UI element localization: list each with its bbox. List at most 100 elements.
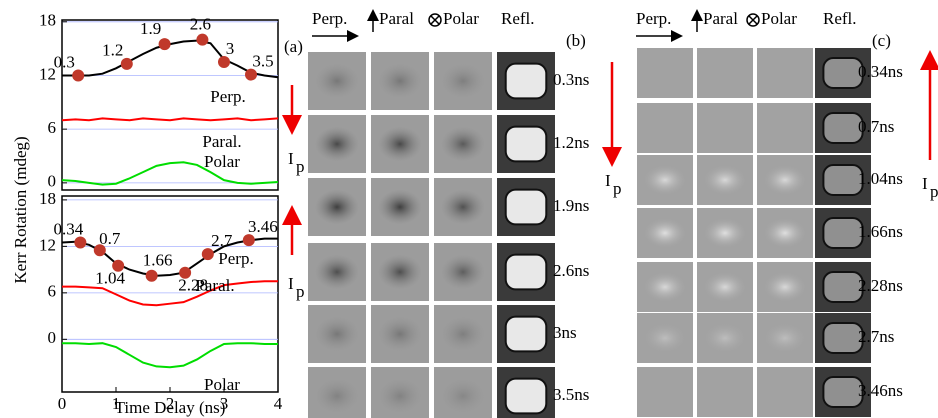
kerr-contrast: [704, 218, 747, 248]
figure: 061218Kerr Rotation (mdeg)(a)Perp.Paral.…: [0, 0, 938, 418]
time-label: 3.46ns: [858, 381, 903, 400]
device-pad: [823, 377, 862, 407]
series-line: [62, 343, 278, 367]
time-point: [159, 38, 171, 50]
time-label: 0.34ns: [858, 62, 903, 81]
device-pad: [506, 317, 547, 352]
kerr-contrast: [441, 127, 485, 162]
series-label: Polar: [204, 375, 240, 394]
current-label: I: [288, 149, 294, 168]
point-label: 1.66: [143, 251, 173, 270]
column-header: Polar: [443, 9, 479, 28]
point-label: 0.3: [54, 52, 75, 71]
current-label: I: [922, 174, 928, 193]
point-label: 1.9: [140, 19, 161, 38]
time-label: 1.66ns: [858, 222, 903, 241]
kerr-contrast: [441, 317, 485, 352]
time-label: 2.28ns: [858, 276, 903, 295]
time-label: 0.3ns: [553, 70, 589, 89]
device-pad: [823, 165, 862, 195]
polar-symbol-cross: [431, 16, 439, 24]
device-pad: [823, 58, 862, 88]
time-label: 2.6ns: [553, 261, 589, 280]
device-pad: [506, 127, 547, 162]
kerr-contrast: [378, 64, 422, 99]
kerr-image: [757, 103, 813, 153]
kerr-image: [757, 367, 813, 417]
kerr-contrast: [315, 190, 359, 225]
kerr-contrast: [315, 64, 359, 99]
point-label: 3: [226, 39, 235, 58]
kerr-contrast: [704, 323, 747, 353]
point-label: 1.04: [95, 269, 125, 288]
kerr-contrast: [704, 165, 747, 195]
time-label: 1.2ns: [553, 133, 589, 152]
point-label: 2.6: [190, 15, 211, 34]
kerr-image: [697, 103, 753, 153]
y-tick-label: 6: [48, 118, 57, 137]
device-pad: [506, 379, 547, 414]
current-label: I: [288, 274, 294, 293]
plot-frame: [62, 196, 278, 392]
kerr-contrast: [764, 323, 807, 353]
y-axis-label: Kerr Rotation (mdeg): [11, 136, 30, 283]
panel-label: (c): [872, 31, 891, 50]
y-tick-label: 0: [48, 328, 57, 347]
kerr-image: [637, 103, 693, 153]
column-header: Paral: [703, 9, 738, 28]
y-tick-label: 6: [48, 282, 57, 301]
kerr-contrast: [378, 255, 422, 290]
kerr-image: [637, 367, 693, 417]
series-label: Paral.: [202, 132, 241, 151]
series-label: Perp.: [210, 87, 245, 106]
time-point: [196, 34, 208, 46]
point-label: 0.7: [99, 229, 121, 248]
kerr-contrast: [315, 379, 359, 414]
y-tick-label: 18: [39, 11, 56, 30]
kerr-image: [637, 48, 693, 98]
kerr-contrast: [315, 127, 359, 162]
kerr-contrast: [764, 272, 807, 302]
time-label: 1.04ns: [858, 169, 903, 188]
device-pad: [823, 218, 862, 248]
series-line: [62, 118, 278, 120]
kerr-image: [697, 48, 753, 98]
kerr-contrast: [378, 190, 422, 225]
time-label: 3.5ns: [553, 385, 589, 404]
device-pad: [823, 323, 862, 353]
kerr-contrast: [764, 165, 807, 195]
current-label: I: [605, 171, 611, 190]
current-label-sub: p: [296, 282, 305, 301]
kerr-image: [697, 367, 753, 417]
current-label-sub: p: [296, 157, 305, 176]
kerr-contrast: [644, 165, 687, 195]
series-label: Polar: [204, 152, 240, 171]
kerr-contrast: [315, 317, 359, 352]
series-line: [62, 162, 278, 184]
time-label: 1.9ns: [553, 196, 589, 215]
kerr-image: [757, 48, 813, 98]
kerr-contrast: [315, 255, 359, 290]
kerr-contrast: [378, 317, 422, 352]
kerr-contrast: [441, 190, 485, 225]
device-pad: [506, 190, 547, 225]
x-axis-label: Time Delay (ns): [115, 398, 226, 417]
kerr-contrast: [764, 218, 807, 248]
kerr-contrast: [441, 64, 485, 99]
current-label-sub: p: [930, 182, 938, 201]
time-point: [146, 270, 158, 282]
device-pad: [506, 255, 547, 290]
series-label: Perp.: [218, 249, 253, 268]
kerr-contrast: [704, 272, 747, 302]
column-header: Perp.: [312, 9, 347, 28]
device-pad: [823, 272, 862, 302]
point-label: 3.46: [248, 217, 278, 236]
kerr-contrast: [644, 272, 687, 302]
x-tick-label: 4: [274, 394, 283, 413]
point-label: 2.28: [178, 276, 208, 295]
device-pad: [823, 113, 862, 143]
point-label: 0.34: [53, 219, 83, 238]
column-header: Perp.: [636, 9, 671, 28]
kerr-contrast: [441, 255, 485, 290]
kerr-contrast: [441, 379, 485, 414]
